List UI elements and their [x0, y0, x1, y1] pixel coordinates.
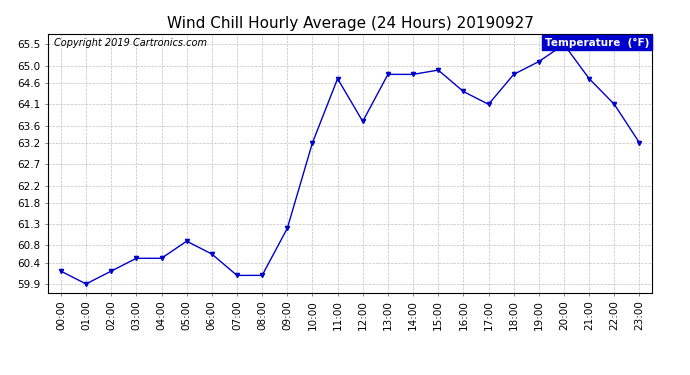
Text: Copyright 2019 Cartronics.com: Copyright 2019 Cartronics.com: [55, 38, 207, 48]
Title: Wind Chill Hourly Average (24 Hours) 20190927: Wind Chill Hourly Average (24 Hours) 201…: [167, 16, 533, 31]
Text: Temperature  (°F): Temperature (°F): [544, 38, 649, 48]
